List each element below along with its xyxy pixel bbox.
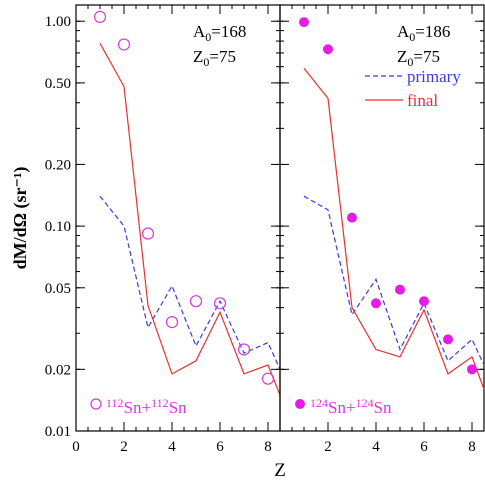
data-point: [347, 212, 357, 223]
legend-primary-label: primary: [407, 67, 461, 86]
x-tick-label: 2: [324, 439, 332, 455]
x-tick-label: 2: [120, 439, 128, 455]
y-tick-label: 0.20: [45, 157, 71, 173]
series-final-line: [99, 43, 281, 396]
x-tick-label: 6: [216, 439, 224, 455]
data-point: [165, 316, 179, 329]
data-point: [323, 44, 333, 55]
data-point: [117, 38, 131, 51]
right-system-marker: [295, 399, 305, 409]
left-panel-ticks: 0 2 4 6 8 0.01 0.02 0.05 0.10 0.20 0.50 1.00: [45, 5, 281, 455]
right-panel-ticks: 2 4 6 8: [279, 5, 485, 455]
series-final-line: [303, 67, 485, 390]
legend: primary final: [365, 67, 461, 110]
x-tick-label: 6: [420, 439, 428, 455]
data-point: [237, 343, 251, 356]
left-annotation-z0: Z0=75: [193, 47, 236, 69]
y-tick-label: 0.05: [45, 281, 71, 297]
x-tick-label: 8: [468, 439, 476, 455]
right-annotation-z0: Z0=75: [397, 47, 440, 69]
data-point: [299, 17, 309, 28]
legend-final-label: final: [407, 91, 438, 110]
y-axis-label: dM/dΩ (sr⁻¹): [10, 167, 31, 270]
x-tick-label: 4: [168, 439, 176, 455]
left-panel-points: [93, 10, 275, 385]
y-tick-label: 1.00: [45, 14, 71, 30]
series-primary-line: [303, 195, 485, 366]
x-tick-label: 4: [372, 439, 380, 455]
series-primary-line: [99, 195, 281, 370]
right-panel-frame: [279, 4, 485, 432]
y-tick-label: 0.01: [45, 424, 71, 440]
data-point: [443, 334, 453, 345]
data-point: [419, 296, 429, 307]
data-point: [93, 10, 107, 23]
right-panel-points: [299, 17, 477, 375]
right-annotation-a0: A0=186: [397, 22, 450, 44]
left-panel-series: [99, 43, 281, 396]
right-panel-series: [303, 67, 485, 390]
right-system-label: 124Sn+124Sn: [310, 396, 392, 417]
x-axis-label: Z: [274, 460, 286, 481]
right-panel: 2 4 6 8 A0=186 Z0=75 primary final 124Sn+12…: [279, 4, 485, 455]
left-system-marker: [90, 398, 102, 410]
data-point: [395, 284, 405, 295]
y-tick-label: 0.10: [45, 219, 71, 235]
data-point: [141, 227, 155, 240]
x-tick-label: 8: [264, 439, 272, 455]
left-annotation-a0: A0=168: [193, 22, 246, 44]
x-tick-label: 0: [72, 439, 80, 455]
data-point: [371, 298, 381, 309]
left-system-label: 112Sn+112Sn: [106, 396, 187, 417]
left-panel: 0 2 4 6 8 0.01 0.02 0.05 0.10 0.20 0.50 1.00 A0=168…: [45, 4, 281, 455]
data-point: [261, 372, 275, 385]
data-point: [467, 364, 477, 375]
y-tick-label: 0.02: [45, 362, 71, 378]
y-tick-label: 0.50: [45, 76, 71, 92]
data-point: [213, 297, 227, 310]
data-point: [189, 295, 203, 308]
